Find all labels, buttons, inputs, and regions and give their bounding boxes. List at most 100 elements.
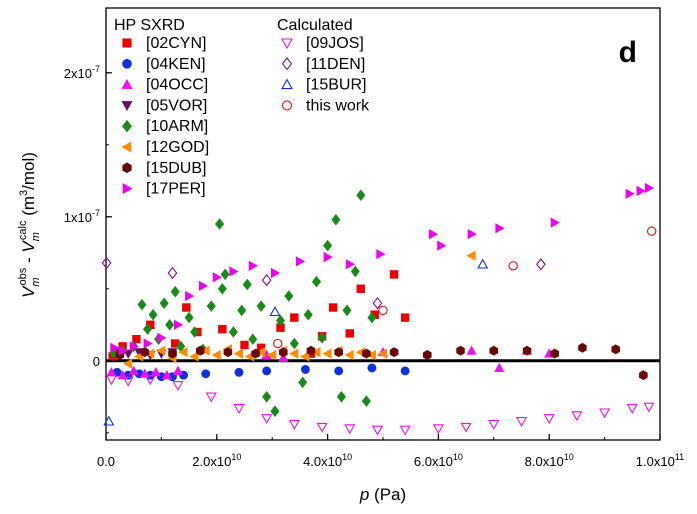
- data-point: [233, 348, 243, 359]
- legend-label-15dub: [15DUB]: [146, 160, 206, 177]
- data-point: [144, 375, 156, 386]
- legend-marker-09jos: [281, 38, 293, 50]
- data-point: [300, 351, 310, 362]
- data-point: [157, 332, 167, 343]
- data-point: [234, 367, 244, 377]
- data-point: [432, 424, 444, 435]
- data-point: [312, 275, 322, 288]
- data-point: [460, 422, 472, 433]
- data-point: [494, 362, 505, 373]
- x-axis: 0.0 2.0x1010 4.0x1010 6.0x1010 8.0x1010 1.0x1…: [97, 434, 684, 469]
- data-point: [284, 290, 294, 302]
- data-point: [322, 348, 332, 359]
- legend: HP SXRD Calculated [02CYN] [04KEN] [04OCC]…: [114, 17, 370, 198]
- data-point: [306, 345, 316, 356]
- data-point: [303, 308, 313, 321]
- data-point: [228, 326, 238, 338]
- legend-marker-15bur: [281, 78, 293, 90]
- data-point: [543, 414, 555, 425]
- x-tick-label: 2.0x1010: [192, 452, 241, 469]
- data-point: [212, 272, 223, 283]
- data-point: [334, 347, 344, 358]
- data-point: [242, 278, 252, 291]
- x-tick-label: 1.0x1011: [636, 452, 684, 469]
- data-point: [145, 348, 155, 359]
- data-point: [323, 239, 333, 252]
- data-point: [261, 414, 273, 425]
- data-point: [288, 419, 300, 430]
- data-point: [122, 358, 133, 369]
- data-point: [508, 261, 518, 271]
- legend-marker-10arm: [122, 119, 132, 133]
- data-point: [422, 350, 432, 360]
- data-point: [495, 223, 505, 234]
- data-point: [515, 417, 528, 428]
- legend-marker-12god: [121, 141, 132, 153]
- data-point: [366, 349, 376, 361]
- data-point: [639, 370, 648, 381]
- data-point: [256, 300, 266, 312]
- data-point: [220, 268, 230, 281]
- data-point: [378, 305, 388, 316]
- legend-label-this-work: this work: [306, 97, 370, 114]
- legend-label-12god: [12GOD]: [146, 139, 209, 156]
- data-point: [199, 280, 209, 292]
- data-point: [276, 314, 285, 327]
- y-tick-label: 2x10-7: [64, 64, 100, 81]
- data-point: [334, 366, 344, 376]
- data-point: [342, 304, 352, 317]
- data-point: [278, 347, 288, 358]
- data-point: [159, 297, 169, 309]
- x-tick-label: 4.0x1010: [303, 452, 352, 469]
- data-point: [182, 303, 191, 312]
- data-point: [185, 290, 195, 302]
- data-point: [489, 345, 499, 356]
- data-point: [323, 251, 333, 263]
- legend-label-04occ: [04OCC]: [146, 77, 208, 94]
- data-point: [488, 419, 500, 430]
- legend-marker-05vor: [121, 101, 133, 112]
- data-point: [266, 349, 277, 361]
- y-axis-label: Vmobs - Vmcalc (m3/mol): [17, 152, 42, 298]
- data-point: [356, 284, 366, 294]
- series-12god: [122, 250, 476, 369]
- data-point: [101, 256, 112, 270]
- data-marks: [101, 182, 657, 436]
- data-point: [132, 334, 141, 344]
- data-point: [636, 185, 646, 197]
- legend-group-title-calculated: Calculated: [277, 17, 353, 34]
- data-point: [143, 323, 153, 335]
- data-point: [389, 347, 399, 358]
- data-point: [389, 270, 399, 279]
- data-point: [611, 344, 621, 355]
- data-point: [201, 369, 211, 379]
- data-point: [344, 424, 356, 435]
- data-point: [261, 274, 272, 287]
- legend-group-title-hp-sxrd: HP SXRD: [114, 17, 185, 34]
- data-point: [128, 365, 139, 375]
- data-point: [344, 349, 354, 361]
- x-tick-label: 0.0: [97, 454, 115, 469]
- data-point: [300, 364, 310, 374]
- legend-marker-11den: [281, 57, 293, 71]
- legend-label-09jos: [09JOS]: [306, 35, 364, 52]
- legend-label-15bur: [15BUR]: [306, 77, 366, 94]
- data-point: [140, 347, 150, 358]
- data-point: [356, 189, 366, 201]
- data-point: [205, 392, 217, 403]
- data-point: [206, 300, 216, 312]
- data-point: [372, 297, 383, 310]
- data-point: [215, 218, 225, 230]
- data-point: [118, 345, 128, 356]
- data-point: [367, 311, 377, 324]
- data-point: [273, 338, 283, 349]
- data-point: [184, 311, 194, 324]
- data-point: [311, 347, 321, 358]
- data-point: [536, 258, 546, 271]
- data-point: [362, 348, 371, 359]
- panel-label: d: [619, 36, 637, 69]
- data-point: [625, 188, 635, 199]
- series-09jos: [105, 375, 655, 436]
- data-point: [295, 256, 306, 267]
- data-point: [269, 306, 281, 317]
